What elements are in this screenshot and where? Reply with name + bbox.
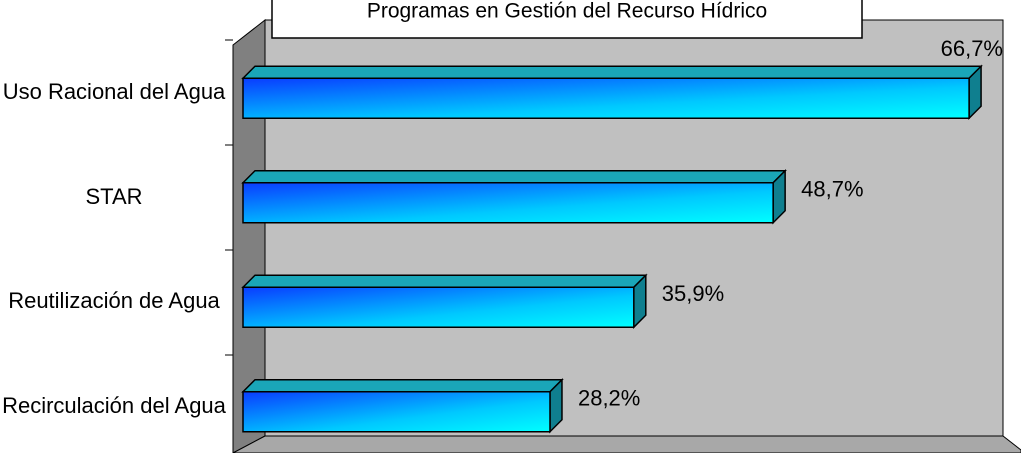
bar-top	[241, 170, 787, 184]
bar-top	[241, 274, 648, 288]
data-label: 48,7%	[801, 177, 863, 202]
bar	[241, 273, 648, 330]
title-box	[271, 0, 863, 39]
bar	[241, 64, 983, 121]
bar-front	[242, 77, 970, 119]
data-label: 28,2%	[578, 386, 640, 411]
data-label: 35,9%	[662, 281, 724, 306]
bar	[241, 377, 564, 434]
bar-top	[241, 65, 983, 79]
bar-front	[242, 286, 635, 328]
y-tick-label: Uso Racional del Agua	[2, 79, 226, 105]
y-tick-label: STAR	[85, 183, 143, 209]
y-tick-label: Recirculación del Agua	[2, 392, 226, 418]
data-label: 66,7%	[941, 36, 1003, 61]
chart-title: Programas en Gestión del Recurso Hídrico	[367, 0, 767, 23]
floor	[232, 435, 1021, 453]
bar-front	[242, 391, 551, 433]
bar	[241, 168, 787, 225]
category-ticks	[225, 39, 233, 356]
bar-top	[241, 379, 564, 393]
y-tick-label: Reutilización de Agua	[8, 288, 220, 314]
bar-front	[242, 182, 774, 224]
